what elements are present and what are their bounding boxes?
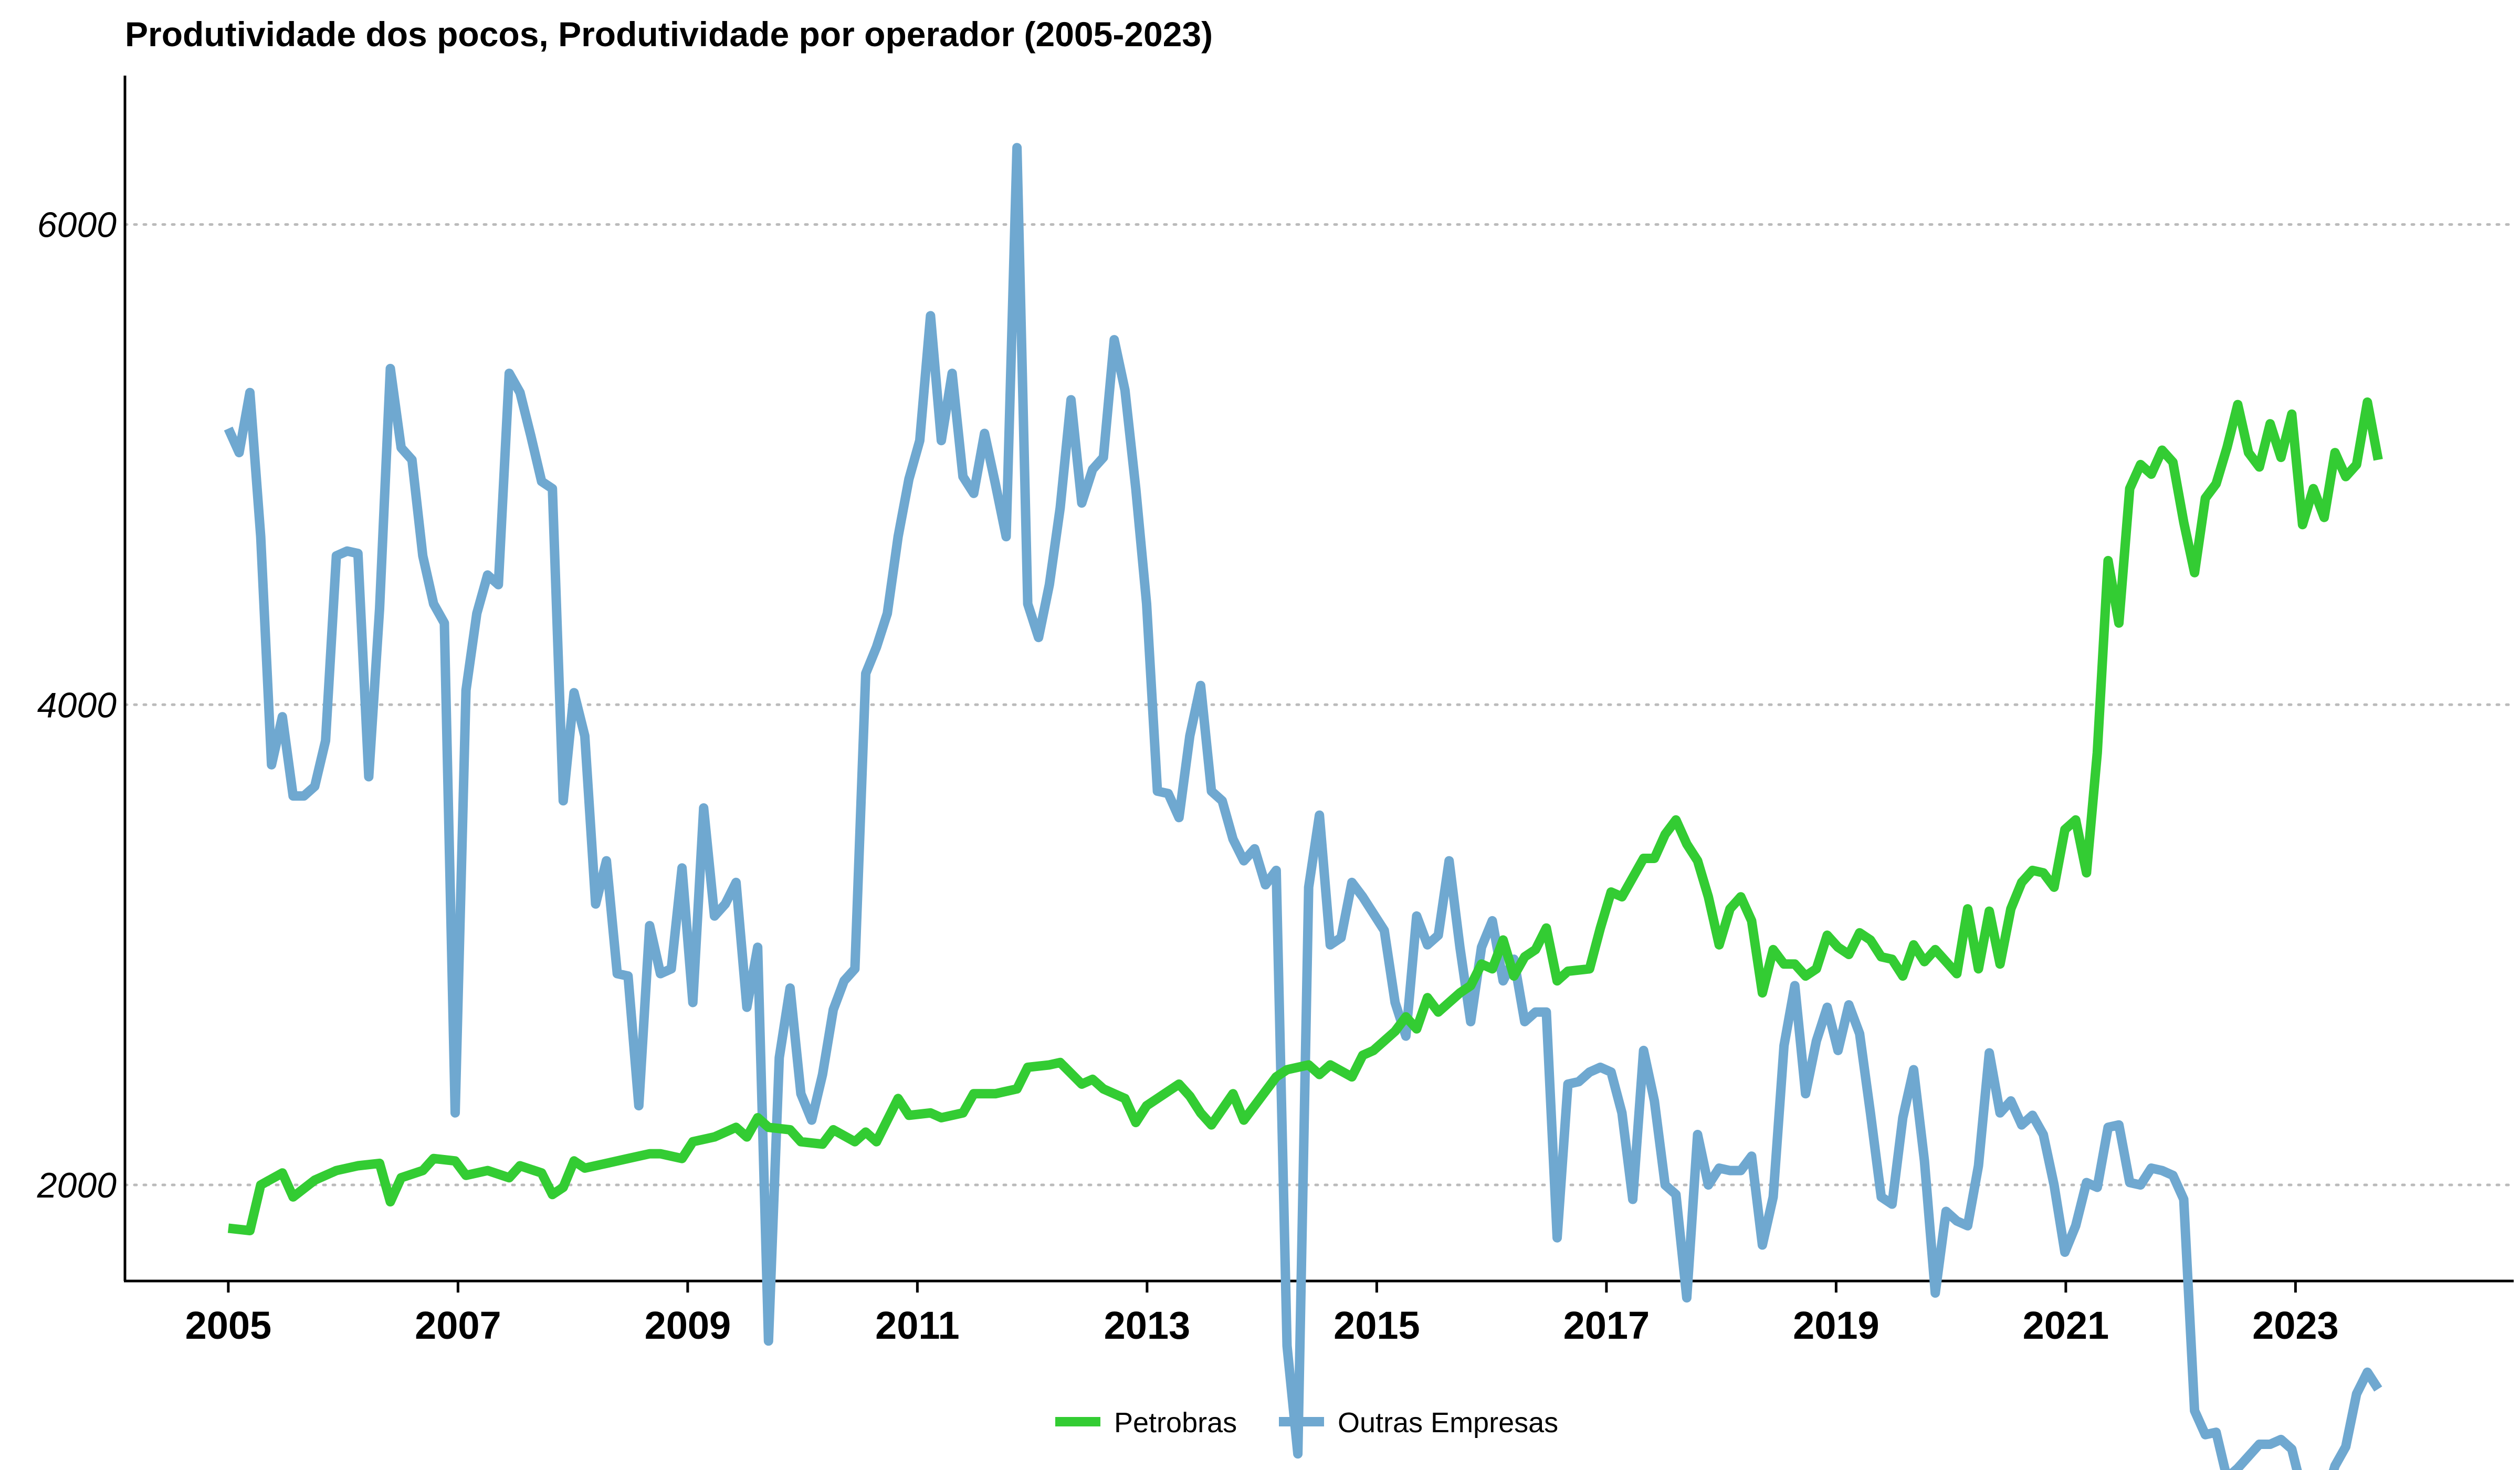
series-lines <box>224 143 2383 1470</box>
x-tick-label: 2023 <box>2252 1304 2339 1347</box>
y-tick-label: 6000 <box>37 205 117 245</box>
x-tick-label: 2017 <box>1563 1304 1650 1347</box>
series-line-outras-empresas <box>224 143 2382 1470</box>
gridlines <box>123 223 2515 1186</box>
x-axis-ticks: 2005 2007 2009 2011 2013 2015 2017 2019 2021 2023 <box>185 1281 2339 1347</box>
x-tick-label: 2021 <box>2023 1304 2109 1347</box>
x-tick-label: 2009 <box>645 1304 731 1347</box>
axes <box>123 76 2514 1283</box>
series-line-petrobras <box>227 397 2383 1235</box>
y-tick-label: 4000 <box>37 685 117 725</box>
x-tick-label: 2015 <box>1334 1304 1420 1347</box>
legend-label: Outras Empresas <box>1338 1407 1558 1438</box>
x-tick-label: 2005 <box>185 1304 272 1347</box>
x-tick-label: 2011 <box>875 1304 960 1347</box>
x-tick-label: 2013 <box>1104 1304 1191 1347</box>
y-axis-ticks: 2000 4000 6000 <box>37 205 117 1205</box>
legend-label: Petrobras <box>1114 1407 1237 1438</box>
y-tick-label: 2000 <box>37 1166 117 1205</box>
x-tick-label: 2019 <box>1793 1304 1880 1347</box>
legend: Petrobras Outras Empresas <box>1055 1407 1558 1438</box>
x-tick-label: 2007 <box>415 1304 501 1347</box>
chart-title: Produtividade dos pocos, Produtividade p… <box>125 15 1213 54</box>
